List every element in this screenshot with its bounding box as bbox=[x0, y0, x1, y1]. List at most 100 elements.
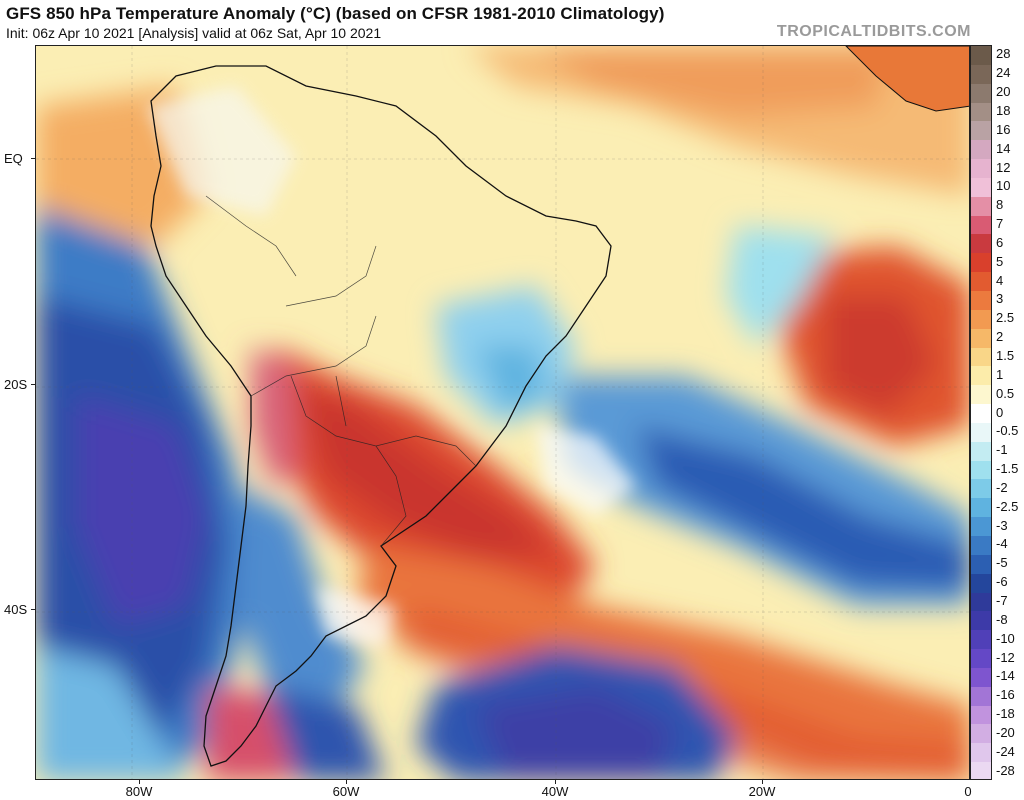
colorbar-label: -1.5 bbox=[996, 461, 1019, 477]
country-borders bbox=[205, 195, 477, 547]
colorbar-cell bbox=[971, 215, 991, 235]
colorbar-label: -20 bbox=[996, 724, 1015, 740]
colorbar-label: 1 bbox=[996, 366, 1004, 382]
colorbar-cell bbox=[971, 291, 991, 311]
lat-label-20s: 20S bbox=[4, 377, 28, 392]
colorbar-label: 6 bbox=[996, 234, 1004, 250]
lat-tick bbox=[31, 609, 35, 610]
colorbar-label: -16 bbox=[996, 687, 1015, 703]
colorbar-cell bbox=[971, 366, 991, 386]
colorbar-cell bbox=[971, 611, 991, 631]
anomaly-shading bbox=[36, 46, 969, 779]
colorbar-label: 8 bbox=[996, 197, 1004, 213]
colorbar-label: -6 bbox=[996, 574, 1008, 590]
lon-tick bbox=[346, 780, 347, 784]
colorbar-cell bbox=[971, 686, 991, 707]
colorbar-cell bbox=[971, 159, 991, 179]
lon-label-40w: 40W bbox=[541, 784, 569, 799]
colorbar-label: 4 bbox=[996, 272, 1004, 288]
colorbar-cell bbox=[971, 724, 991, 744]
colorbar-cell bbox=[971, 592, 991, 612]
colorbar-cell bbox=[971, 309, 991, 330]
colorbar-label: -24 bbox=[996, 743, 1015, 759]
colorbar-label: 16 bbox=[996, 121, 1011, 137]
colorbar-cell bbox=[971, 102, 991, 122]
lon-label-80w: 80W bbox=[125, 784, 153, 799]
colorbar-cell bbox=[971, 347, 991, 367]
colorbar-cell bbox=[971, 196, 991, 217]
colorbar-label: 2.5 bbox=[996, 310, 1015, 326]
colorbar-label: -18 bbox=[996, 706, 1015, 722]
colorbar-cell bbox=[971, 404, 991, 424]
colorbar-cell bbox=[971, 460, 991, 480]
colorbar-cell bbox=[971, 253, 991, 273]
colorbar-cell bbox=[971, 385, 991, 405]
lon-label-20w: 20W bbox=[748, 784, 776, 799]
coastlines bbox=[150, 65, 612, 767]
colorbar-label: 24 bbox=[996, 65, 1011, 81]
colorbar bbox=[970, 45, 992, 780]
colorbar-label: -7 bbox=[996, 592, 1008, 608]
colorbar-label: -4 bbox=[996, 536, 1008, 552]
brand-watermark: TROPICALTIDBITS.COM bbox=[776, 23, 971, 40]
anomaly-map bbox=[35, 45, 970, 780]
colorbar-label: -3 bbox=[996, 517, 1008, 533]
colorbar-label: -14 bbox=[996, 668, 1015, 684]
colorbar-label: -5 bbox=[996, 555, 1008, 571]
colorbar-label: 12 bbox=[996, 159, 1011, 175]
africa-coast bbox=[845, 46, 969, 112]
colorbar-label: 2 bbox=[996, 329, 1004, 345]
map-title: GFS 850 hPa Temperature Anomaly (°C) (ba… bbox=[6, 4, 665, 23]
colorbar-label: -10 bbox=[996, 630, 1015, 646]
colorbar-label: -12 bbox=[996, 649, 1015, 665]
colorbar-label: 20 bbox=[996, 84, 1011, 100]
colorbar-label: 10 bbox=[996, 178, 1011, 194]
map-subtitle: Init: 06z Apr 10 2021 [Analysis] valid a… bbox=[6, 25, 382, 41]
colorbar-label: 0 bbox=[996, 404, 1004, 420]
colorbar-cell bbox=[971, 649, 991, 669]
lon-label-0: 0 bbox=[964, 784, 972, 799]
colorbar-cell bbox=[971, 762, 991, 779]
colorbar-label: -0.5 bbox=[996, 423, 1019, 439]
colorbar-cell bbox=[971, 705, 991, 725]
colorbar-label: 7 bbox=[996, 216, 1004, 232]
colorbar-cell bbox=[971, 140, 991, 160]
colorbar-cell bbox=[971, 743, 991, 763]
colorbar-cell bbox=[971, 630, 991, 650]
colorbar-cell bbox=[971, 498, 991, 518]
colorbar-cell bbox=[971, 121, 991, 141]
colorbar-cell bbox=[971, 667, 991, 688]
colorbar-label: 14 bbox=[996, 140, 1011, 156]
colorbar-label: 0.5 bbox=[996, 385, 1015, 401]
colorbar-cell bbox=[971, 573, 991, 594]
colorbar-label: -8 bbox=[996, 611, 1008, 627]
graticule bbox=[36, 46, 969, 779]
lon-tick bbox=[139, 780, 140, 784]
lat-label-eq: EQ bbox=[4, 151, 23, 166]
colorbar-cell bbox=[971, 536, 991, 556]
colorbar-cell bbox=[971, 46, 991, 66]
lon-tick bbox=[762, 780, 763, 784]
colorbar-cell bbox=[971, 422, 991, 443]
colorbar-cell bbox=[971, 554, 991, 575]
colorbar-label: 1.5 bbox=[996, 347, 1015, 363]
colorbar-label: 28 bbox=[996, 46, 1011, 62]
lon-tick bbox=[555, 780, 556, 784]
lat-label-40s: 40S bbox=[4, 602, 28, 617]
colorbar-cell bbox=[971, 328, 991, 349]
colorbar-cell bbox=[971, 234, 991, 254]
colorbar-cell bbox=[971, 517, 991, 537]
colorbar-cell bbox=[971, 479, 991, 499]
colorbar-label: 3 bbox=[996, 291, 1004, 307]
colorbar-cell bbox=[971, 177, 991, 198]
colorbar-label: -2.5 bbox=[996, 498, 1019, 514]
colorbar-cell bbox=[971, 64, 991, 85]
colorbar-label: 5 bbox=[996, 253, 1004, 269]
colorbar-cell bbox=[971, 83, 991, 104]
colorbar-label: -28 bbox=[996, 762, 1015, 778]
lat-tick bbox=[31, 384, 35, 385]
lon-label-60w: 60W bbox=[332, 784, 360, 799]
colorbar-label: -1 bbox=[996, 442, 1008, 458]
colorbar-cell bbox=[971, 272, 991, 292]
anomaly-field-svg bbox=[36, 46, 969, 779]
